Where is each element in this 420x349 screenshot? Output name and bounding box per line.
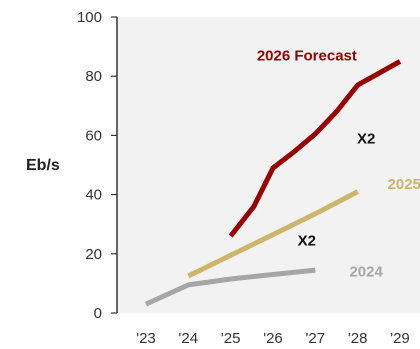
- series-lines: [144, 59, 402, 307]
- y-tick-label: 100: [77, 9, 102, 26]
- y-tick-label: 60: [85, 127, 102, 144]
- y-tick-label: 20: [85, 246, 102, 263]
- y-tick-label: 0: [94, 305, 102, 322]
- series-line-1: [187, 189, 359, 279]
- y-axis-label: Eb/s: [26, 157, 60, 174]
- x-axis-ticks: '23 '24 '25 '26 '27 '28 '29: [136, 330, 410, 347]
- x-tick-label: '23: [136, 330, 156, 347]
- annotation-label: X2: [298, 232, 316, 249]
- series-line-0: [144, 267, 316, 307]
- series-line-2: [228, 59, 402, 238]
- series-label: 2024: [349, 264, 383, 281]
- series-label: 2026 Forecast: [257, 47, 357, 64]
- annotations: X2 X2: [298, 130, 376, 249]
- x-tick-label: '25: [221, 330, 241, 347]
- plot-area: [117, 17, 420, 313]
- y-tick-label: 80: [85, 68, 102, 85]
- y-axis-ticks: 0 20 40 60 80 100: [77, 9, 117, 322]
- y-tick-label: 40: [85, 187, 102, 204]
- series-label: 2025: [388, 176, 420, 193]
- annotation-label: X2: [357, 130, 375, 147]
- x-tick-label: '26: [263, 330, 283, 347]
- x-tick-label: '24: [179, 330, 199, 347]
- series-labels: 2026 Forecast 2025 2024: [257, 47, 420, 280]
- x-tick-label: '28: [348, 330, 368, 347]
- x-tick-label: '29: [390, 330, 410, 347]
- x-tick-label: '27: [306, 330, 326, 347]
